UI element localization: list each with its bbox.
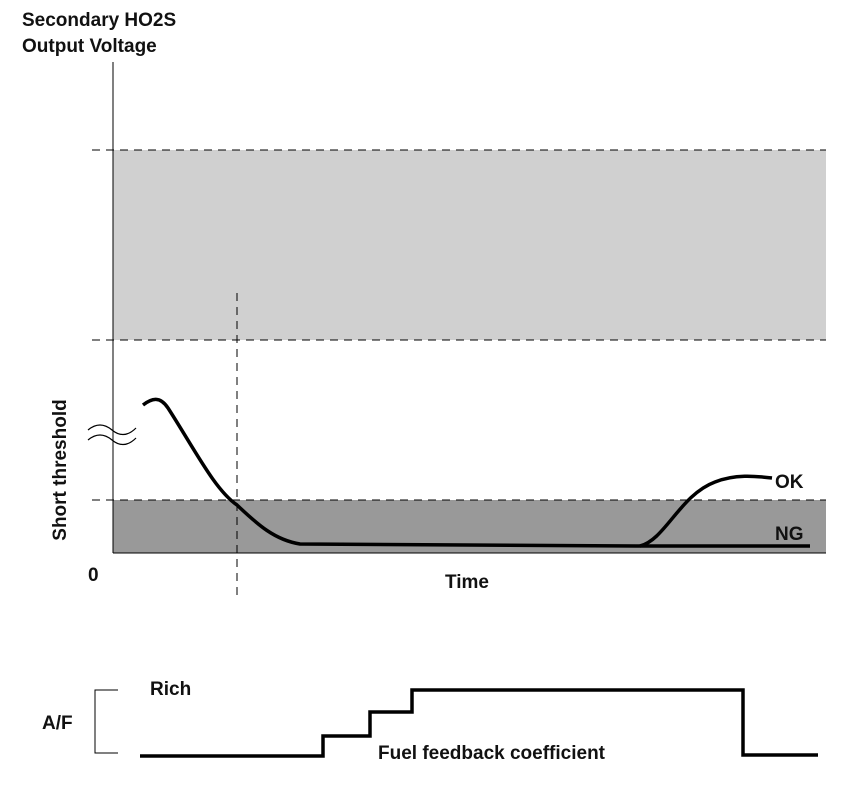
ok-label: OK xyxy=(775,472,804,493)
voltage-curve xyxy=(141,397,641,548)
origin-label: 0 xyxy=(88,565,99,586)
y-axis-label: Short threshold xyxy=(50,399,71,540)
af-label: A/F xyxy=(42,713,73,734)
bracket xyxy=(94,689,118,754)
ok-curve xyxy=(639,474,773,548)
title: Secondary HO2S xyxy=(22,10,176,31)
rich-label: Rich xyxy=(150,679,191,700)
light-band xyxy=(113,150,826,340)
coefficient-label: Fuel feedback coefficient xyxy=(378,743,606,764)
step-line xyxy=(140,688,818,758)
axis-break xyxy=(87,424,137,446)
x-axis-label: Time xyxy=(445,572,489,593)
title: Output Voltage xyxy=(22,36,157,57)
ng-label: NG xyxy=(775,524,804,545)
